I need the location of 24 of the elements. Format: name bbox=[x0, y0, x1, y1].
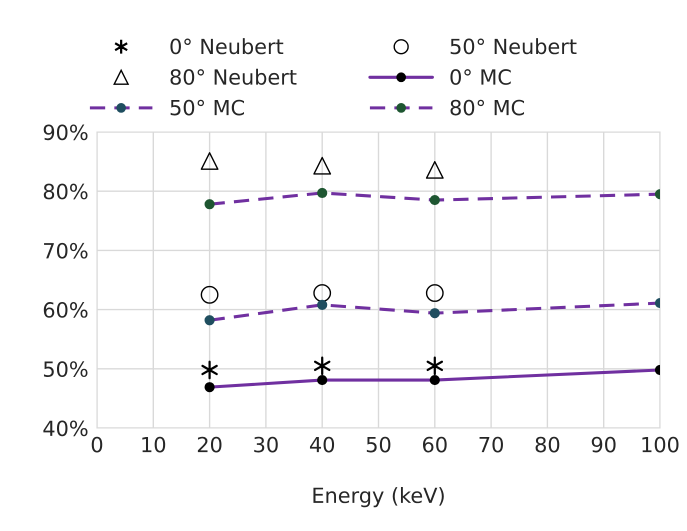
y-tick-label: 90% bbox=[44, 124, 88, 140]
x-tick-label: 90 bbox=[592, 436, 616, 452]
x-tick-label: 80 bbox=[536, 436, 560, 452]
y-tick-label: 40% bbox=[43, 420, 88, 436]
legend-label: 0° MC bbox=[450, 69, 511, 85]
legend-label: 50° MC bbox=[170, 100, 244, 116]
x-tick-label: 0 bbox=[92, 436, 102, 452]
x-tick-label: 30 bbox=[254, 436, 278, 452]
x-tick-label: 50 bbox=[366, 436, 390, 452]
legend-label: 80° Neubert bbox=[170, 68, 296, 85]
y-tick-label: 70% bbox=[44, 242, 88, 259]
y-tick-label: 80% bbox=[44, 184, 88, 200]
legend-label: 0° Neubert bbox=[170, 38, 284, 54]
x-tick-label: 10 bbox=[142, 436, 166, 452]
x-axis-title: Energy (keV) bbox=[313, 487, 444, 508]
y-tick-label: 50% bbox=[44, 361, 88, 378]
x-tick-label: 60 bbox=[423, 436, 447, 452]
x-tick-label: 100 bbox=[642, 436, 678, 452]
x-tick-label: 20 bbox=[198, 436, 222, 452]
legend-label: 50° Neubert bbox=[450, 38, 577, 54]
legend-label: 80° MC bbox=[450, 100, 524, 116]
y-tick-label: 60% bbox=[44, 302, 88, 318]
x-tick-label: 70 bbox=[480, 436, 503, 452]
x-tick-label: 40 bbox=[310, 436, 334, 452]
